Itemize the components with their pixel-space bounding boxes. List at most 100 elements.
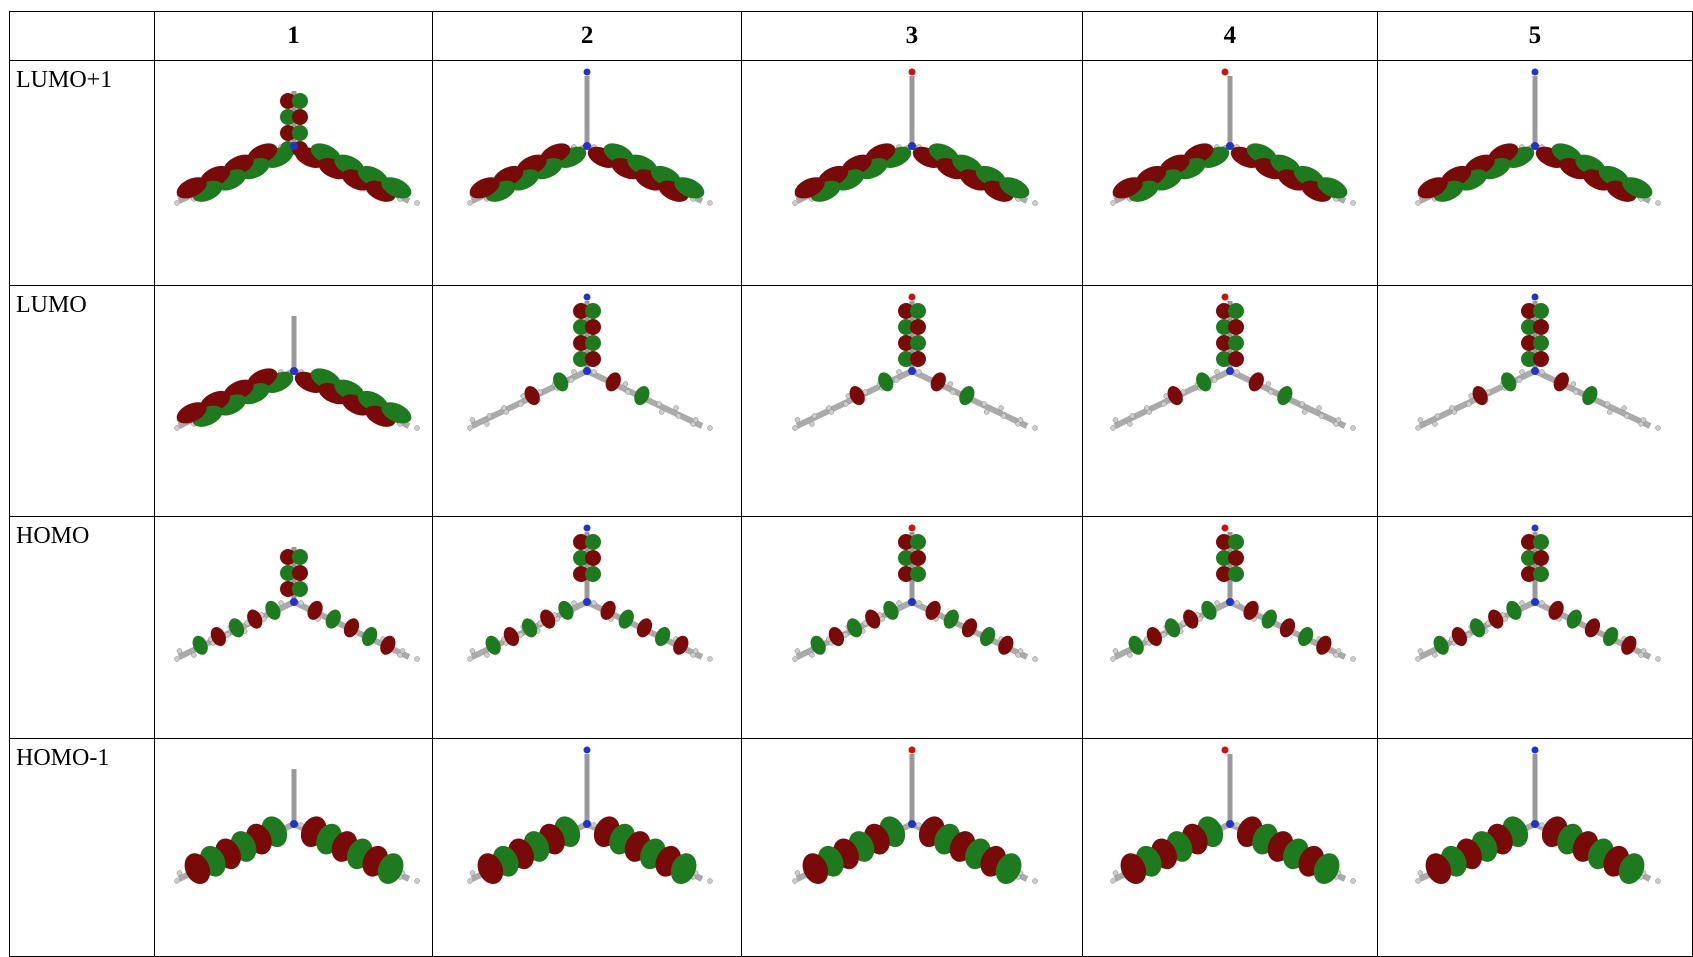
orbital-lobe: [1433, 635, 1449, 655]
table-row: HOMO-1: [9, 738, 1693, 957]
oxygen-atom: [1221, 293, 1229, 301]
orbital-lobe: [930, 372, 946, 392]
atom: [1640, 648, 1647, 654]
nitrogen-atom: [289, 142, 298, 150]
atom: [501, 405, 507, 411]
orbital-lobe: [1425, 853, 1452, 884]
atom: [1032, 200, 1038, 206]
orbital-lobe: [540, 609, 556, 629]
atom: [1638, 652, 1644, 658]
atom: [1234, 822, 1240, 828]
orbital-image: [792, 524, 1038, 662]
column-header: 4: [1081, 11, 1378, 61]
atom: [707, 878, 713, 884]
atom: [1126, 421, 1133, 427]
atom: [467, 200, 473, 206]
atom: [469, 870, 476, 876]
atom: [413, 656, 420, 662]
nitrogen-atom: [1531, 746, 1539, 754]
orbital-image: [1415, 68, 1661, 206]
orbital-lobe: [1520, 319, 1537, 335]
nitrogen-atom: [583, 820, 592, 828]
nitrogen-atom: [1531, 293, 1539, 301]
atom: [792, 878, 798, 884]
atom: [983, 409, 990, 415]
nitrogen-atom: [1530, 367, 1539, 375]
column-header: 1: [153, 11, 434, 61]
orbital-cell: [153, 285, 434, 517]
orbital-lobe: [1532, 550, 1549, 566]
orbital-lobe: [1622, 177, 1653, 199]
orbital-cell: [1081, 516, 1378, 739]
nitrogen-atom: [583, 142, 592, 150]
orbital-lobe: [618, 609, 635, 629]
atom: [571, 600, 577, 606]
orbital-lobe: [1618, 853, 1645, 884]
orbital-lobe: [291, 125, 308, 141]
nitrogen-atom: [583, 367, 592, 375]
orbital-lobe: [1182, 609, 1199, 629]
orbital-lobe: [279, 565, 296, 581]
nitrogen-atom: [583, 68, 591, 76]
atom: [1015, 421, 1021, 427]
atom: [469, 417, 476, 423]
orbital-lobe: [379, 635, 395, 655]
orbital-lobe: [1215, 319, 1232, 335]
orbital-cell: [1376, 738, 1693, 957]
atom: [1415, 878, 1421, 884]
atom: [173, 200, 180, 206]
atom: [413, 425, 420, 431]
orbital-lobe: [1195, 372, 1212, 392]
orbital-image: [173, 769, 420, 884]
atom: [1655, 425, 1661, 431]
orbital-lobe: [1532, 351, 1549, 367]
orbital-lobe: [1227, 566, 1244, 582]
orbital-lobe: [909, 550, 926, 566]
atom: [707, 425, 713, 431]
nitrogen-atom: [583, 746, 591, 754]
orbital-lobe: [849, 386, 865, 406]
orbital-image: [1110, 524, 1356, 662]
nitrogen-atom: [1530, 598, 1539, 606]
atom: [916, 822, 922, 828]
atom: [1333, 652, 1339, 658]
atom: [1110, 200, 1116, 206]
orbital-lobe: [909, 351, 926, 367]
orbital-lobe: [1215, 303, 1232, 319]
table-row: LUMO+1: [9, 60, 1693, 286]
atom: [1434, 413, 1441, 419]
atom: [1640, 417, 1647, 423]
orbital-lobe: [909, 566, 926, 582]
orbital-lobe: [909, 319, 926, 335]
orbital-lobe: [573, 303, 590, 319]
orbital-lobe: [485, 635, 501, 655]
orbital-lobe: [325, 609, 341, 629]
orbital-lobe: [380, 177, 411, 199]
atom: [692, 648, 699, 654]
orbital-lobe: [585, 303, 602, 319]
nitrogen-atom: [1530, 820, 1539, 828]
atom: [503, 409, 510, 415]
atom: [1415, 656, 1421, 662]
atom: [1417, 870, 1424, 876]
orbital-lobe: [573, 335, 590, 351]
nitrogen-atom: [289, 820, 298, 828]
orbital-lobe: [524, 386, 540, 406]
orbital-lobe: [1532, 534, 1549, 550]
orbital-lobe: [306, 600, 323, 620]
atom: [484, 652, 490, 658]
orbital-lobe: [291, 109, 308, 125]
atom: [1146, 409, 1152, 415]
atom: [1301, 409, 1308, 415]
atom: [1333, 421, 1339, 427]
atom: [692, 417, 699, 423]
atom: [1110, 878, 1116, 884]
orbital-lobe: [210, 627, 226, 647]
atom: [842, 632, 849, 638]
orbital-lobe: [634, 386, 650, 406]
orbital-lobe: [1469, 618, 1486, 638]
orbital-lobe: [1472, 386, 1488, 406]
nitrogen-atom: [289, 598, 298, 606]
orbital-lobe: [959, 386, 975, 406]
